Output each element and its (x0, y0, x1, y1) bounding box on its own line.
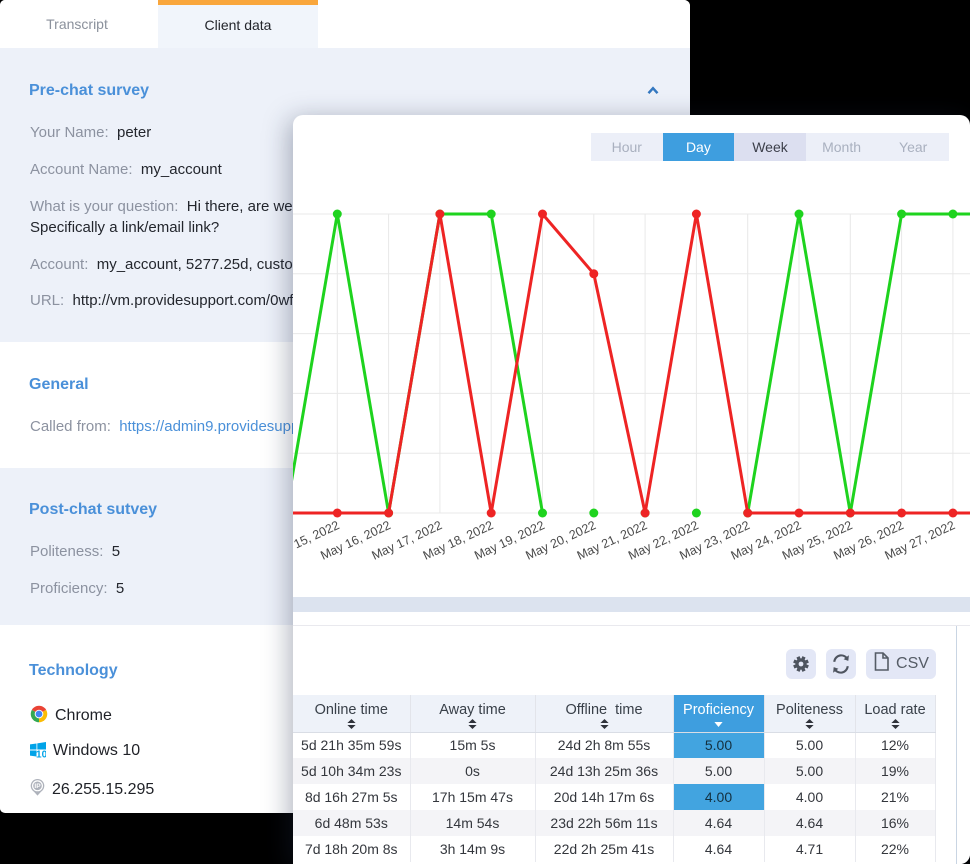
svg-text:IP: IP (34, 783, 41, 790)
svg-text:10: 10 (36, 750, 46, 758)
